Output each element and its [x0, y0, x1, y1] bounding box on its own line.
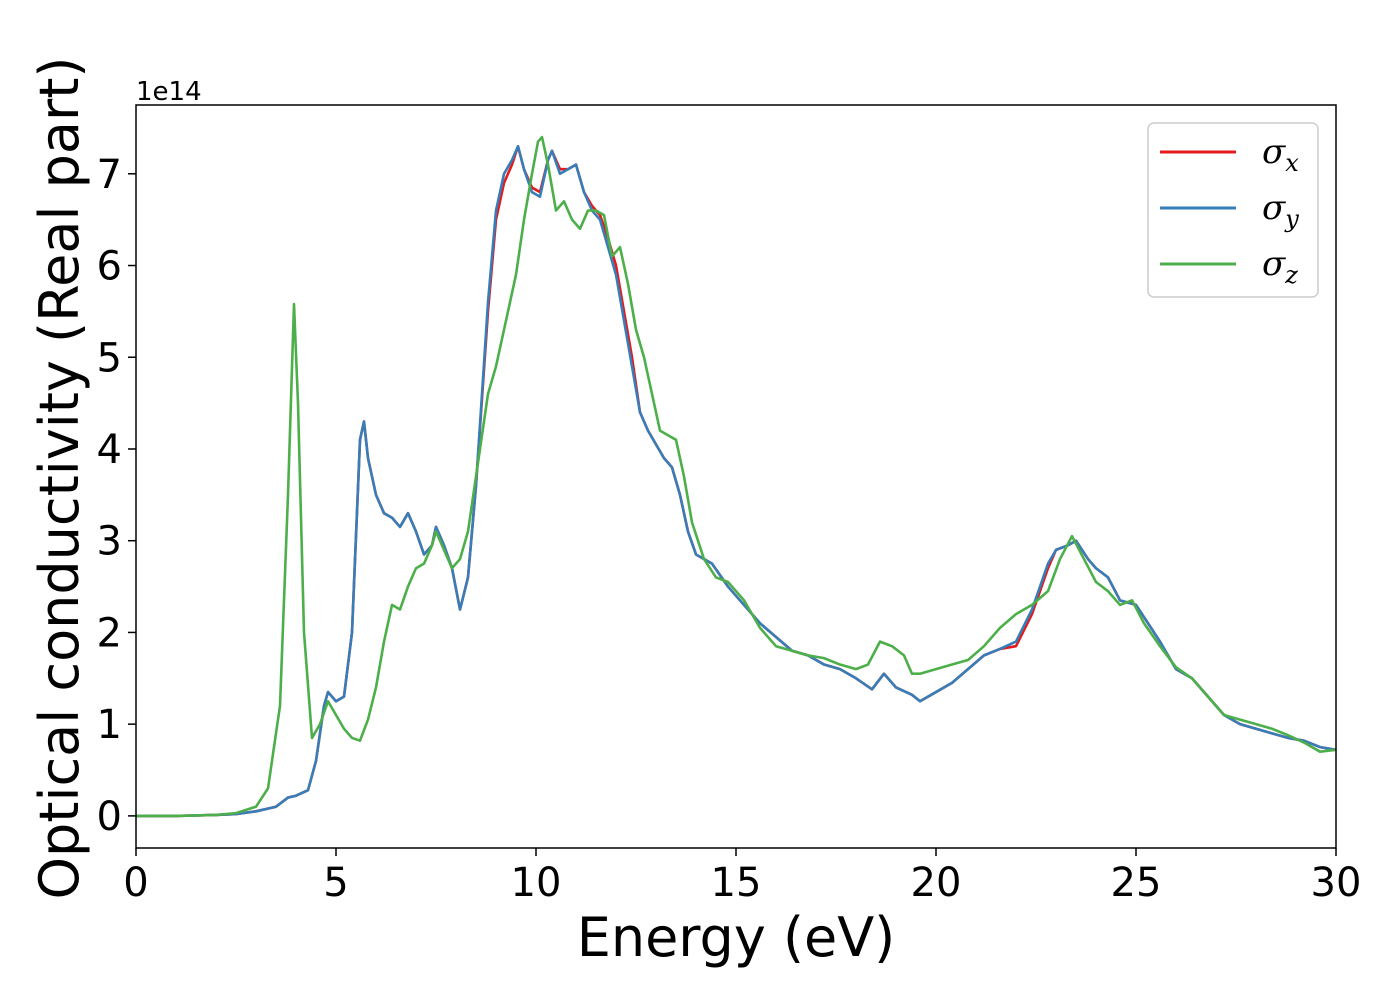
x-axis-title: Energy (eV)	[577, 906, 896, 969]
x-tick-label: 30	[1311, 860, 1362, 906]
x-tick-label: 0	[123, 860, 148, 906]
series-line-y	[136, 144, 1336, 818]
y-tick-label: 2	[97, 610, 122, 656]
y-axis-title: Optical conductivity (Real part)	[28, 57, 91, 900]
x-tick-label: 10	[511, 860, 562, 906]
y-axis: 0 1 2 3 4 5 6 7	[97, 152, 136, 840]
y-tick-label: 0	[97, 794, 122, 840]
y-tick-label: 4	[97, 427, 122, 473]
series-line-z	[136, 135, 1336, 818]
legend-label-z: σz	[1262, 244, 1298, 289]
y-offset-label: 1e14	[136, 77, 202, 107]
y-tick-label: 5	[97, 335, 122, 381]
y-tick-label: 1	[97, 702, 122, 748]
x-tick-label: 5	[323, 860, 348, 906]
y-tick-label: 3	[97, 519, 122, 565]
x-tick-label: 15	[711, 860, 762, 906]
legend-label-y: σy	[1262, 188, 1299, 233]
x-tick-label: 25	[1111, 860, 1162, 906]
x-axis: 0 5 10 15 20 25 30	[123, 848, 1361, 906]
series-layer	[136, 135, 1336, 818]
legend: σx σy σz	[1147, 122, 1319, 298]
y-tick-label: 6	[97, 244, 122, 290]
plot-frame	[135, 104, 1337, 849]
y-tick-label: 7	[97, 152, 122, 198]
legend-box	[1147, 122, 1319, 298]
legend-label-x: σx	[1262, 132, 1299, 177]
x-tick-label: 20	[911, 860, 962, 906]
